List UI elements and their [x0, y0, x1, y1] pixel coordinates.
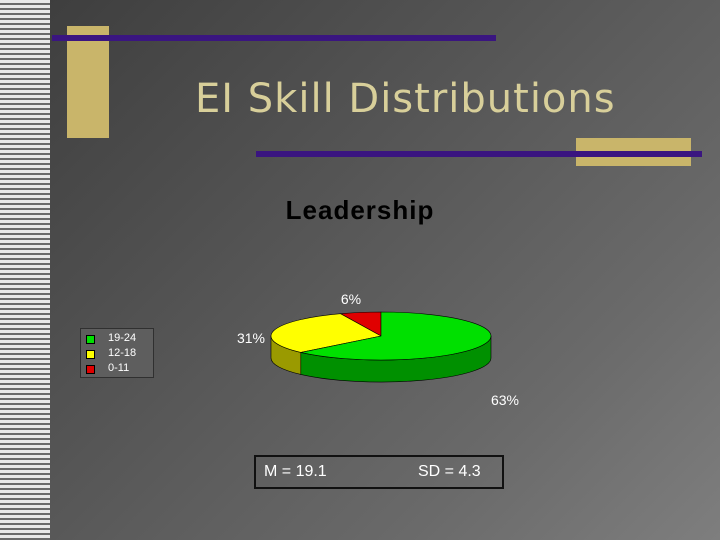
legend-item: 12-18	[81, 347, 153, 361]
pie-slice-12-18	[270, 313, 382, 353]
legend-label: 19-24	[108, 332, 137, 344]
legend-item: 0-11	[81, 362, 153, 376]
legend-swatch-red	[86, 365, 95, 374]
legend-label: 12-18	[108, 347, 137, 359]
purple-rule-bottom	[256, 151, 702, 157]
purple-rule-top	[52, 35, 496, 41]
chart-legend: 19-24 12-18 0-11	[80, 328, 154, 378]
slide-title: EI Skill Distributions	[195, 76, 616, 122]
pie-slice-0-11-label: 6%	[341, 291, 361, 307]
legend-label: 0-11	[108, 362, 130, 374]
legend-item: 19-24	[81, 332, 153, 346]
stats-box: M = 19.1 SD = 4.3	[254, 455, 504, 489]
pie-slice-12-18-label: 31%	[237, 330, 265, 346]
chart-title: Leadership	[285, 195, 435, 225]
legend-swatch-green	[86, 335, 95, 344]
pie-slice-19-24	[300, 311, 492, 361]
mean-value: M = 19.1	[264, 463, 327, 480]
striped-margin-decoration	[0, 0, 50, 540]
legend-swatch-yellow	[86, 350, 95, 359]
pie-slice-19-24-label: 63%	[491, 392, 519, 408]
sd-value: SD = 4.3	[418, 463, 481, 480]
gold-accent-block-left	[67, 26, 109, 138]
